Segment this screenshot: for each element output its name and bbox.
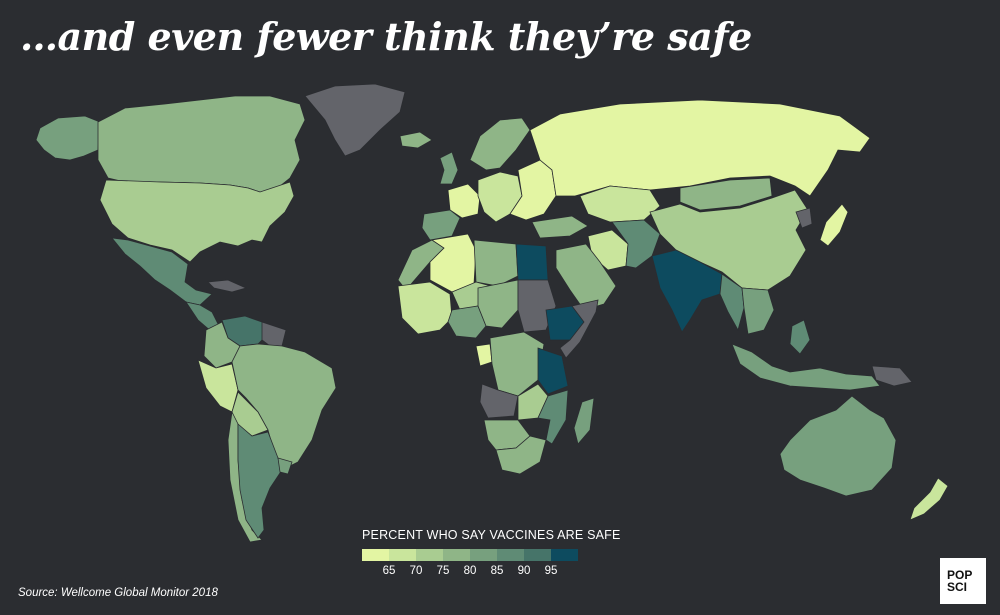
region-dr-congo — [489, 331, 545, 397]
source-note: Source: Wellcome Global Monitor 2018 — [18, 587, 218, 599]
region-philippines — [789, 319, 811, 355]
region-somalia — [559, 299, 599, 359]
legend-tick-label: 80 — [463, 565, 477, 577]
region-new-zealand — [909, 477, 949, 521]
legend-tick-label: 95 — [544, 565, 558, 577]
region-chad — [477, 279, 519, 329]
region-australia — [779, 395, 897, 497]
world-choropleth-map — [35, 83, 949, 543]
region-alaska — [35, 115, 101, 161]
region-afghanistan — [611, 219, 661, 269]
region-indochina — [741, 287, 775, 335]
region-argentina — [237, 423, 283, 539]
region-gabon — [475, 343, 493, 367]
region-algeria — [429, 233, 477, 293]
region-united-states — [99, 179, 295, 263]
legend-swatch — [524, 549, 551, 561]
region-papua-new-guinea — [871, 365, 913, 387]
region-north-korea — [795, 207, 813, 229]
region-uruguay — [277, 457, 293, 475]
region-egypt — [515, 243, 549, 281]
region-mozambique — [537, 389, 569, 445]
region-mexico — [111, 237, 213, 306]
chart-title: …and even fewer think they’re safe — [20, 14, 752, 59]
region-angola — [479, 383, 519, 419]
legend-tick-label: 75 — [436, 565, 450, 577]
legend-tick-label: 90 — [517, 565, 531, 577]
legend-tick-labels: 65 70 75 80 85 90 95 — [362, 565, 578, 581]
region-greenland — [304, 83, 406, 157]
region-south-africa — [495, 435, 547, 475]
region-japan — [819, 203, 849, 247]
logo-line-1: POP — [947, 568, 973, 582]
legend-tick-label: 85 — [490, 565, 504, 577]
legend-swatch — [443, 549, 470, 561]
region-saudi-arabia — [555, 243, 617, 311]
legend-swatch — [497, 549, 524, 561]
region-brazil — [231, 343, 337, 471]
region-scandinavia — [469, 117, 531, 171]
region-iberia — [421, 209, 461, 241]
region-canada — [97, 95, 306, 193]
legend-swatch — [389, 549, 416, 561]
legend-color-scale — [362, 549, 578, 561]
popsci-logo: POP SCI — [940, 558, 986, 604]
region-russia — [529, 99, 871, 197]
region-peru — [197, 359, 239, 413]
region-india — [651, 249, 723, 333]
region-guianas — [261, 321, 287, 347]
region-tanzania — [537, 347, 569, 395]
color-legend: PERCENT WHO SAY VACCINES ARE SAFE 65 70 75… — [362, 528, 621, 581]
logo-line-2: SCI — [947, 580, 968, 594]
legend-title: PERCENT WHO SAY VACCINES ARE SAFE — [362, 528, 621, 542]
legend-tick-label: 70 — [409, 565, 423, 577]
region-sudan — [517, 279, 557, 333]
region-madagascar — [573, 397, 595, 445]
region-iceland — [399, 131, 433, 149]
region-libya — [473, 239, 519, 287]
region-indonesia — [731, 343, 881, 391]
legend-swatch — [551, 549, 578, 561]
region-cuba — [207, 279, 248, 293]
region-west-africa — [397, 281, 453, 335]
region-united-kingdom — [439, 151, 459, 185]
region-turkey — [531, 215, 589, 239]
legend-swatch — [416, 549, 443, 561]
legend-swatch — [470, 549, 497, 561]
region-mongolia — [679, 177, 773, 211]
legend-tick-label: 65 — [382, 565, 396, 577]
legend-swatch — [362, 549, 389, 561]
